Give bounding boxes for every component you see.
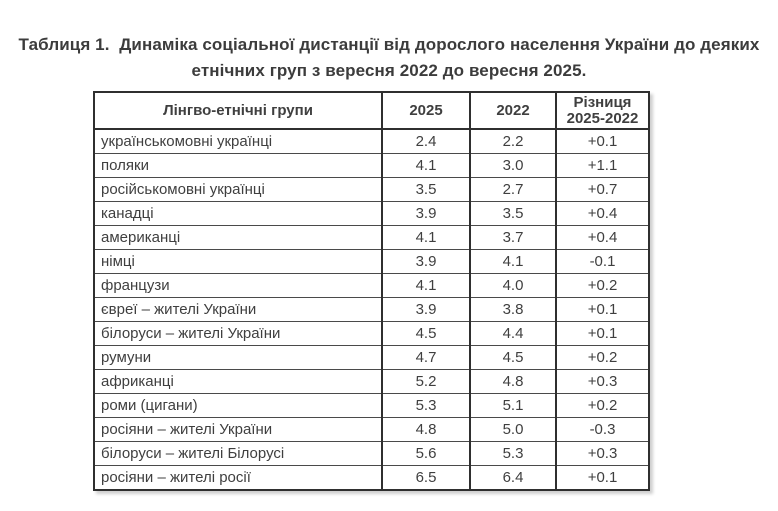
diff-cell: +0.1 — [555, 297, 650, 322]
diff-cell: +0.1 — [555, 128, 650, 154]
group-cell: росіяни – жителі росії — [93, 465, 383, 491]
header-diff-line2: 2025-2022 — [566, 109, 639, 127]
value-2025-cell: 3.9 — [381, 297, 471, 322]
value-2022-cell: 6.4 — [469, 465, 557, 491]
group-cell: роми (цигани) — [93, 393, 383, 418]
table-row: французи 4.1 4.0 +0.2 — [93, 273, 650, 298]
group-cell: африканці — [93, 369, 383, 394]
value-2025-cell: 3.5 — [381, 177, 471, 202]
table-row: роми (цигани) 5.3 5.1 +0.2 — [93, 393, 650, 418]
value-2022-cell: 5.0 — [469, 417, 557, 442]
value-2025-cell: 4.1 — [381, 153, 471, 178]
value-2025-cell: 3.9 — [381, 249, 471, 274]
group-cell: німці — [93, 249, 383, 274]
group-cell: білоруси – жителі Білорусі — [93, 441, 383, 466]
value-2025-cell: 4.1 — [381, 225, 471, 250]
group-cell: росіяни – жителі України — [93, 417, 383, 442]
group-cell: російськомовні українці — [93, 177, 383, 202]
value-2022-cell: 2.7 — [469, 177, 557, 202]
caption-line-1: Таблиця 1. Динаміка соціальної дистанції… — [18, 35, 760, 54]
value-2025-cell: 6.5 — [381, 465, 471, 491]
value-2025-cell: 4.5 — [381, 321, 471, 346]
page: Таблиця 1. Динаміка соціальної дистанції… — [0, 0, 778, 491]
diff-cell: -0.3 — [555, 417, 650, 442]
value-2025-cell: 5.2 — [381, 369, 471, 394]
value-2022-cell: 5.3 — [469, 441, 557, 466]
table-row: африканці 5.2 4.8 +0.3 — [93, 369, 650, 394]
table-row: канадці 3.9 3.5 +0.4 — [93, 201, 650, 226]
diff-cell: +0.1 — [555, 465, 650, 491]
diff-cell: +0.3 — [555, 369, 650, 394]
diff-cell: +0.1 — [555, 321, 650, 346]
group-cell: румуни — [93, 345, 383, 370]
diff-cell: +0.2 — [555, 345, 650, 370]
table-row: американці 4.1 3.7 +0.4 — [93, 225, 650, 250]
header-diff-line1: Різниця — [573, 93, 632, 111]
value-2025-cell: 4.8 — [381, 417, 471, 442]
table-row: російськомовні українці 3.5 2.7 +0.7 — [93, 177, 650, 202]
header-2025: 2025 — [381, 91, 471, 130]
social-distance-table: Лінгво-етнічні групи 2025 2022 Різниця 2… — [93, 91, 650, 491]
table-row: білоруси – жителі Білорусі 5.6 5.3 +0.3 — [93, 441, 650, 466]
diff-cell: +0.2 — [555, 393, 650, 418]
value-2022-cell: 4.5 — [469, 345, 557, 370]
table-row: білоруси – жителі України 4.5 4.4 +0.1 — [93, 321, 650, 346]
table-row: німці 3.9 4.1 -0.1 — [93, 249, 650, 274]
group-cell: американці — [93, 225, 383, 250]
value-2022-cell: 3.7 — [469, 225, 557, 250]
header-row: Лінгво-етнічні групи 2025 2022 Різниця 2… — [93, 91, 650, 130]
value-2022-cell: 2.2 — [469, 128, 557, 154]
group-cell: євреї – жителі України — [93, 297, 383, 322]
caption-line-2: етнічних груп з вересня 2022 до вересня … — [191, 61, 587, 80]
diff-cell: +0.4 — [555, 225, 650, 250]
table-row: росіяни – жителі України 4.8 5.0 -0.3 — [93, 417, 650, 442]
table-row: росіяни – жителі росії 6.5 6.4 +0.1 — [93, 465, 650, 491]
table-caption: Таблиця 1. Динаміка соціальної дистанції… — [0, 0, 778, 84]
value-2025-cell: 5.6 — [381, 441, 471, 466]
diff-cell: +0.3 — [555, 441, 650, 466]
header-group: Лінгво-етнічні групи — [93, 91, 383, 130]
diff-cell: +1.1 — [555, 153, 650, 178]
value-2025-cell: 5.3 — [381, 393, 471, 418]
table-row: українськомовні українці 2.4 2.2 +0.1 — [93, 128, 650, 154]
value-2022-cell: 3.8 — [469, 297, 557, 322]
value-2022-cell: 4.0 — [469, 273, 557, 298]
table-row: румуни 4.7 4.5 +0.2 — [93, 345, 650, 370]
diff-cell: +0.2 — [555, 273, 650, 298]
group-cell: українськомовні українці — [93, 128, 383, 154]
table-row: євреї – жителі України 3.9 3.8 +0.1 — [93, 297, 650, 322]
diff-cell: -0.1 — [555, 249, 650, 274]
header-diff: Різниця 2025-2022 — [555, 91, 650, 130]
table-row: поляки 4.1 3.0 +1.1 — [93, 153, 650, 178]
group-cell: білоруси – жителі України — [93, 321, 383, 346]
value-2022-cell: 3.0 — [469, 153, 557, 178]
value-2022-cell: 4.8 — [469, 369, 557, 394]
value-2025-cell: 3.9 — [381, 201, 471, 226]
value-2022-cell: 5.1 — [469, 393, 557, 418]
diff-cell: +0.4 — [555, 201, 650, 226]
value-2022-cell: 4.4 — [469, 321, 557, 346]
value-2025-cell: 4.7 — [381, 345, 471, 370]
group-cell: поляки — [93, 153, 383, 178]
diff-cell: +0.7 — [555, 177, 650, 202]
group-cell: французи — [93, 273, 383, 298]
value-2022-cell: 4.1 — [469, 249, 557, 274]
value-2025-cell: 4.1 — [381, 273, 471, 298]
value-2025-cell: 2.4 — [381, 128, 471, 154]
header-2022: 2022 — [469, 91, 557, 130]
value-2022-cell: 3.5 — [469, 201, 557, 226]
group-cell: канадці — [93, 201, 383, 226]
